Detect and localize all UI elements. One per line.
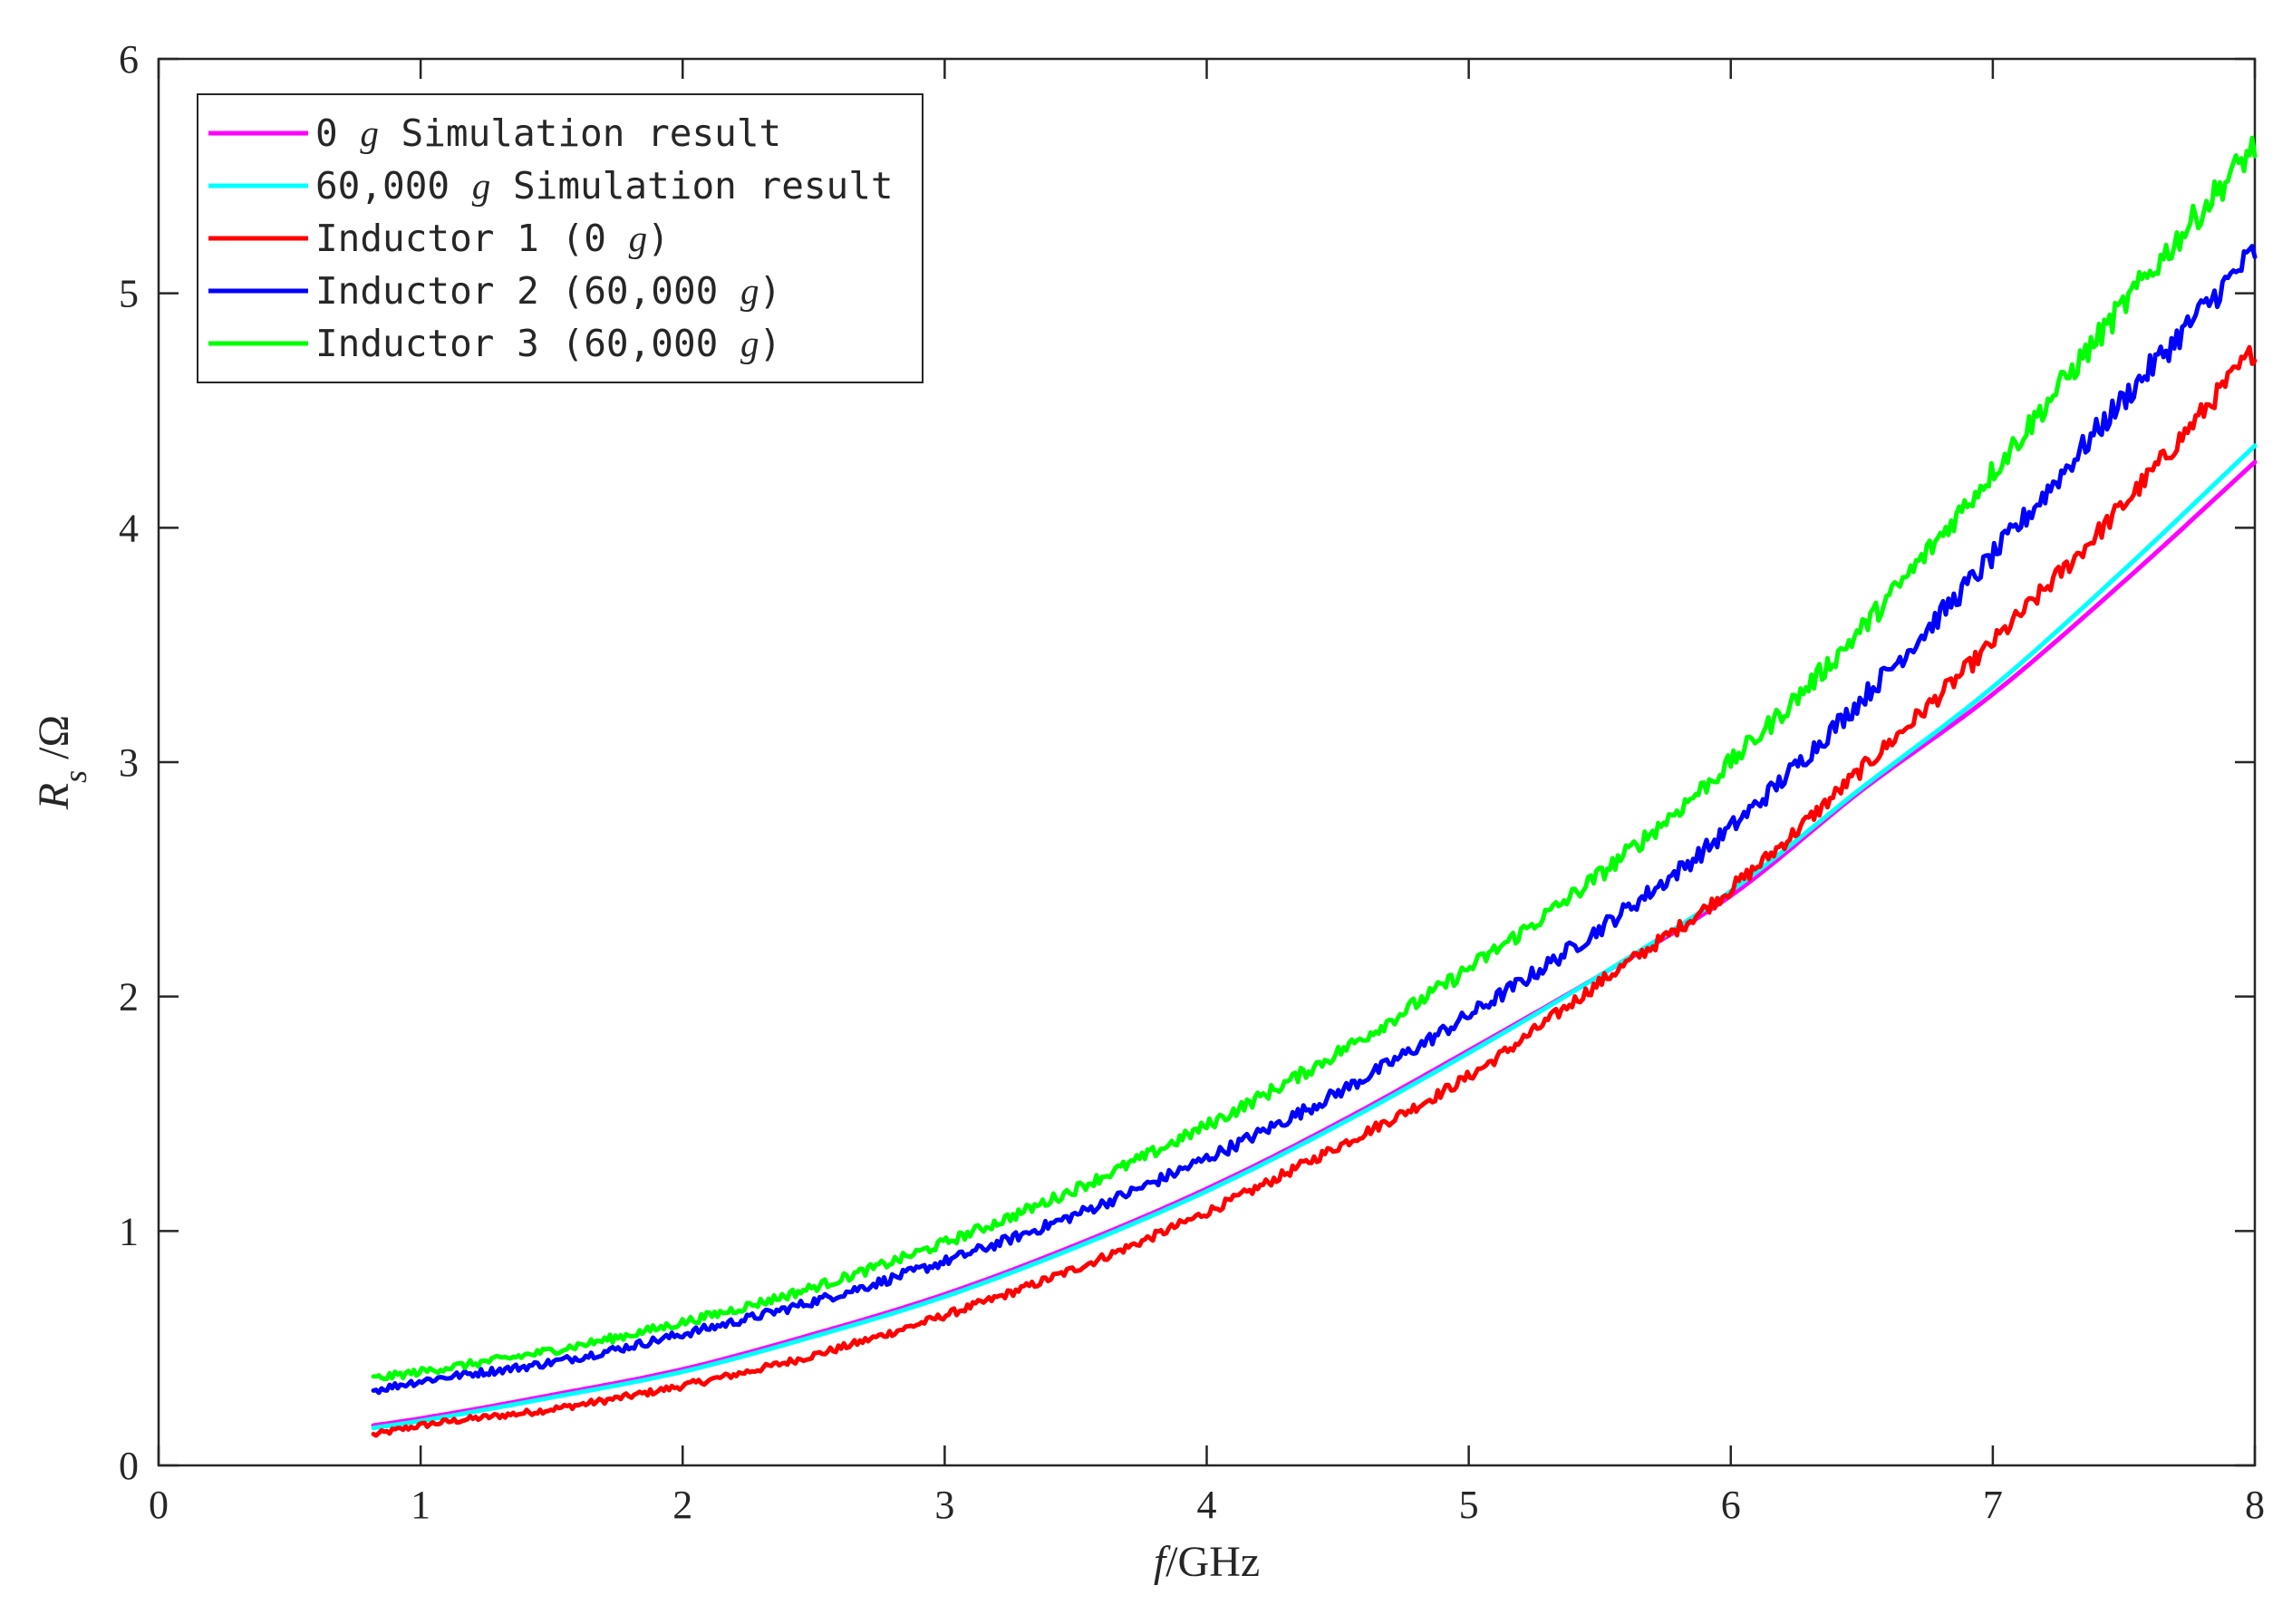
legend: 0 g Simulation result 60,000 g Simulation… (197, 93, 924, 383)
legend-entry-5: Inductor 3 (60,000 g) (315, 322, 781, 365)
legend-entry-3: Inductor 1 (0 g) (315, 217, 670, 260)
series-line-4 (371, 244, 2258, 1396)
x-tick-label: 2 (672, 1483, 692, 1527)
x-axis-title: f/GHz (1154, 1538, 1260, 1586)
x-tick-label: 5 (1459, 1483, 1479, 1527)
y-tick-label: 0 (119, 1444, 139, 1488)
x-axis-title-unit: /GHz (1165, 1538, 1260, 1586)
x-tick-label: 1 (411, 1483, 430, 1527)
y-tick-label: 2 (119, 975, 139, 1020)
axis-tick-labels: 0 1 2 3 4 5 6 7 8 0 1 2 3 4 5 6 (119, 37, 2265, 1527)
y-axis-title: Rs /Ω (30, 715, 93, 810)
x-tick-label: 6 (1721, 1483, 1741, 1527)
legend-entry-4: Inductor 2 (60,000 g) (315, 269, 781, 313)
legend-box (197, 93, 924, 383)
y-tick-label: 1 (119, 1209, 139, 1253)
y-axis-title-subscript: s (57, 770, 93, 783)
y-tick-label: 6 (119, 37, 139, 82)
series-group (371, 135, 2258, 1438)
x-tick-label: 3 (934, 1483, 954, 1527)
y-axis-title-unit: /Ω (30, 715, 78, 770)
x-tick-label: 8 (2245, 1483, 2265, 1527)
y-tick-label: 5 (119, 272, 139, 316)
y-axis-title-symbol: R (30, 783, 78, 810)
y-tick-label: 3 (119, 740, 139, 785)
x-tick-label: 4 (1197, 1483, 1217, 1527)
y-tick-label: 4 (119, 506, 139, 550)
series-line-2 (371, 443, 2258, 1431)
legend-entry-1: 0 g Simulation result (315, 111, 781, 155)
x-tick-label: 0 (149, 1483, 169, 1527)
x-tick-label: 7 (1983, 1483, 2003, 1527)
legend-entry-2: 60,000 g Simulation result (315, 164, 894, 208)
axis-ticks (157, 57, 2257, 1467)
series-line-3 (371, 344, 2258, 1438)
series-line-5 (371, 135, 2258, 1382)
